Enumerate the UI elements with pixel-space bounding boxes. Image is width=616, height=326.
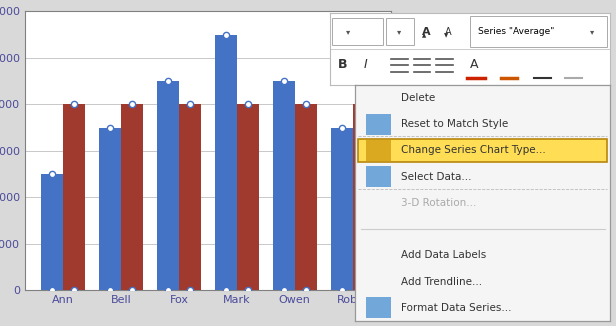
Text: Select Data...: Select Data...	[401, 172, 472, 182]
Bar	[99, 127, 121, 290]
Text: Reset to Match Style: Reset to Match Style	[401, 119, 508, 129]
Bar	[386, 18, 414, 45]
Text: ▾: ▾	[397, 27, 401, 36]
Text: A: A	[422, 27, 431, 37]
Text: ▼: ▼	[445, 33, 448, 38]
Bar	[366, 140, 391, 161]
Text: Delete: Delete	[401, 93, 436, 103]
Bar	[333, 18, 383, 45]
Text: 3-D Rotation...: 3-D Rotation...	[401, 198, 477, 208]
Bar	[470, 16, 607, 48]
Bar	[237, 104, 259, 290]
Text: Format Data Series...: Format Data Series...	[401, 303, 512, 313]
Text: Add Trendline...: Add Trendline...	[401, 277, 482, 287]
Bar	[366, 297, 391, 319]
Bar	[331, 127, 352, 290]
Bar	[358, 139, 607, 162]
Bar	[352, 104, 375, 290]
Bar	[366, 166, 391, 187]
Bar	[157, 81, 179, 290]
Text: B: B	[338, 58, 347, 71]
Text: A: A	[445, 27, 451, 37]
Bar	[179, 104, 201, 290]
Text: ▲: ▲	[422, 33, 426, 38]
Text: ▾: ▾	[590, 27, 594, 36]
Text: Series "Average": Series "Average"	[478, 27, 554, 36]
Bar	[121, 104, 143, 290]
Text: Add Data Labels: Add Data Labels	[401, 250, 487, 260]
Text: A: A	[470, 58, 478, 71]
Bar	[294, 104, 317, 290]
Text: I: I	[363, 58, 367, 71]
Bar	[63, 104, 85, 290]
Bar	[366, 114, 391, 135]
Bar	[41, 174, 63, 290]
Bar	[215, 35, 237, 290]
Text: ▾: ▾	[346, 27, 351, 36]
Text: Change Series Chart Type...: Change Series Chart Type...	[401, 145, 546, 156]
Bar	[273, 81, 294, 290]
